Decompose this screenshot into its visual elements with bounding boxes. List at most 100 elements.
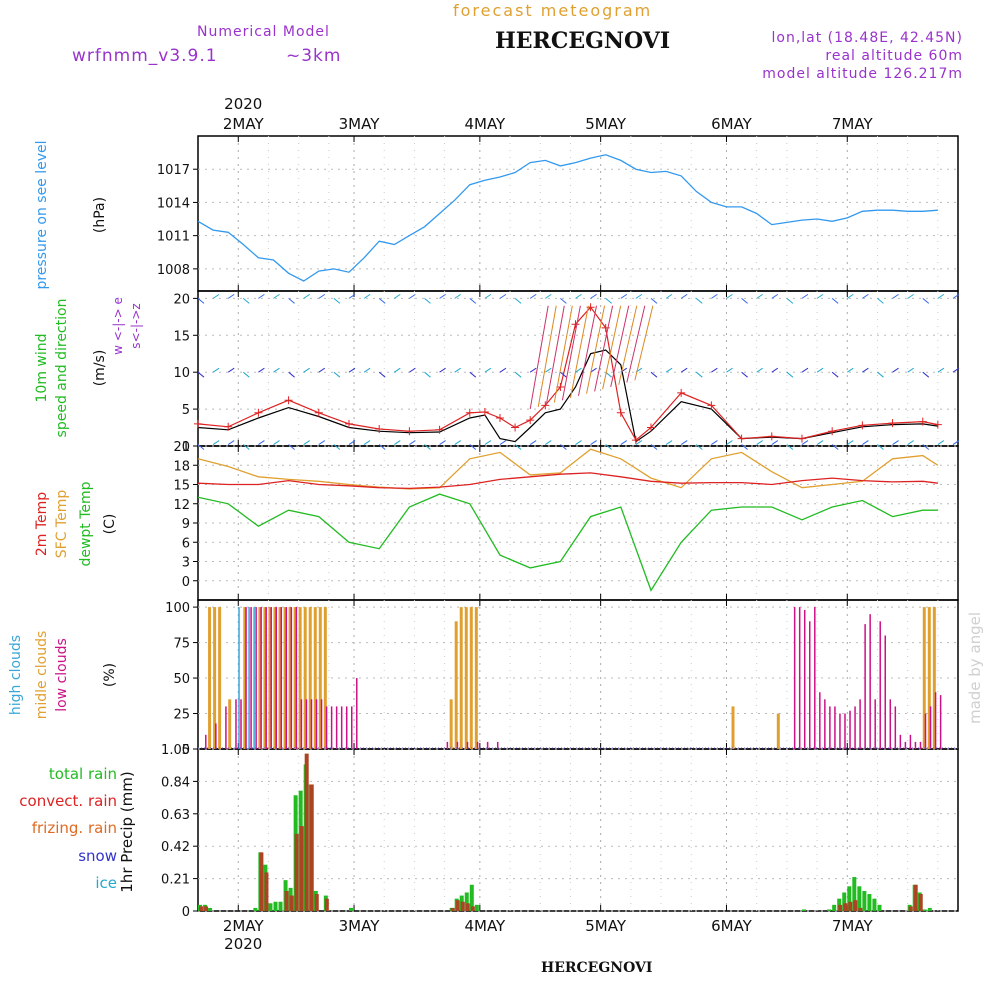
cloud-bar-1 bbox=[283, 607, 287, 749]
y-tick-label: 0 bbox=[182, 440, 190, 455]
wind-direction-arrow bbox=[635, 440, 643, 445]
precip-bar-0 bbox=[842, 892, 847, 911]
wind-direction-arrow bbox=[680, 440, 688, 445]
pressure-line bbox=[197, 154, 938, 282]
wind-direction-arrow bbox=[786, 297, 794, 304]
precip-bar-0 bbox=[862, 890, 867, 911]
cloud-bar-1 bbox=[293, 607, 297, 749]
temp-2m-title: 2m Temp bbox=[34, 492, 50, 556]
cloud-bar-2 bbox=[854, 706, 856, 749]
cloud-bar-1 bbox=[474, 607, 478, 749]
panel-3: 0 3 6 9 12 15 18 21 bbox=[173, 440, 959, 601]
wind-direction-arrow bbox=[514, 371, 522, 378]
wind-direction-arrow bbox=[484, 367, 492, 373]
y-tick-label: 0.84 bbox=[161, 775, 190, 790]
wind-direction-arrow bbox=[846, 367, 854, 373]
cloud-bar-1 bbox=[313, 607, 317, 749]
cloud-bar-2 bbox=[869, 614, 871, 749]
wind-hatch-line bbox=[537, 305, 557, 407]
wind-direction-arrow bbox=[620, 440, 628, 445]
wind-direction-arrow bbox=[303, 440, 310, 445]
footer-station: HERCEGNOVI bbox=[541, 960, 653, 976]
y-tick-label: 0 bbox=[182, 575, 190, 590]
cloud-bar-1 bbox=[243, 607, 247, 749]
cloud-bar-2 bbox=[356, 678, 358, 749]
cloud-bar-2 bbox=[939, 695, 942, 749]
wind-speed-marker bbox=[465, 408, 474, 417]
cloud-bar-1 bbox=[228, 699, 232, 749]
model-resolution: ~3km bbox=[286, 46, 342, 66]
cloud-bar-2 bbox=[305, 699, 308, 749]
wind-direction-arrow bbox=[258, 440, 265, 445]
wind-direction-arrow bbox=[318, 367, 326, 373]
cloud-bar-1 bbox=[932, 607, 936, 749]
precip-bar-0 bbox=[847, 886, 852, 911]
wind-direction-arrow bbox=[756, 367, 763, 373]
precip-bar-1 bbox=[908, 906, 913, 911]
wind-direction-arrow bbox=[786, 371, 794, 378]
wind-direction-arrow bbox=[394, 367, 401, 373]
wind-speed-marker bbox=[405, 427, 414, 436]
cloud-bar-2 bbox=[285, 607, 288, 749]
wind-direction-arrow bbox=[545, 367, 552, 373]
wind-direction-arrow bbox=[197, 371, 205, 378]
low-clouds-title: low clouds bbox=[54, 638, 70, 712]
cloud-bar-2 bbox=[829, 706, 831, 749]
wind-direction-arrow bbox=[590, 440, 597, 445]
wind-speed-marker bbox=[375, 425, 384, 434]
wind-direction-arrow bbox=[801, 367, 809, 373]
wind-direction-arrow bbox=[258, 367, 265, 373]
y-tick-label: 0 bbox=[182, 743, 190, 758]
precip-bar-0 bbox=[922, 909, 927, 911]
wind-speed-line bbox=[197, 306, 939, 442]
cloud-bar-2 bbox=[859, 699, 861, 749]
wind-direction-arrow bbox=[907, 367, 914, 373]
y-tick-label: 0.21 bbox=[161, 873, 190, 888]
wind-hatch-line bbox=[561, 305, 581, 401]
cloud-bar-2 bbox=[280, 607, 283, 749]
cloud-bar-2 bbox=[295, 607, 298, 749]
wind-direction-arrow bbox=[499, 367, 507, 373]
wind-direction-arrow bbox=[605, 297, 613, 304]
wind-direction-arrow bbox=[801, 293, 809, 299]
cloud-bar-1 bbox=[731, 706, 735, 749]
wind-speed-marker bbox=[737, 434, 746, 443]
wind-direction-arrow bbox=[424, 444, 431, 450]
sfc-temp-title: SFC Temp bbox=[54, 490, 70, 559]
wind-direction-arrow bbox=[665, 440, 673, 445]
wind-direction-arrow bbox=[650, 371, 658, 378]
bottom-day-label: 4MAY bbox=[464, 917, 506, 935]
wind-direction-arrow bbox=[680, 293, 688, 299]
precip-bar-1 bbox=[460, 901, 465, 911]
top-title: forecast meteogram bbox=[453, 1, 653, 20]
sfc-temp-line bbox=[197, 448, 939, 490]
wind-direction-arrow bbox=[212, 367, 220, 373]
y-tick-label: 50 bbox=[173, 672, 190, 687]
y-tick-label: 15 bbox=[173, 479, 190, 494]
wind-direction-arrow bbox=[816, 367, 824, 373]
precip-ylabel: 1hr Precip (mm) bbox=[118, 771, 136, 892]
precip-bar-0 bbox=[852, 877, 857, 911]
wind-direction-arrow bbox=[197, 297, 205, 304]
cloud-bar-2 bbox=[909, 734, 912, 749]
cloud-bar-2 bbox=[290, 607, 293, 749]
dewpoint-title: dewpt Temp bbox=[78, 481, 94, 566]
wind-speed-marker bbox=[571, 320, 580, 329]
wind-speed-marker bbox=[495, 413, 504, 422]
wind-direction-arrow bbox=[288, 444, 295, 450]
y-tick-label: 1.05 bbox=[161, 743, 190, 758]
wind-direction-arrow bbox=[741, 297, 748, 304]
wind-direction-arrow bbox=[756, 293, 763, 299]
model-altitude-label: model altitude 126.217m bbox=[762, 66, 963, 82]
wind-direction-arrow bbox=[333, 371, 341, 378]
bottom-day-label: 2MAY bbox=[223, 917, 265, 935]
wind-direction-arrow bbox=[378, 371, 386, 378]
wind-speed-marker bbox=[314, 408, 323, 417]
lonlat-label: lon,lat (18.48E, 42.45N) bbox=[771, 30, 963, 46]
precip-bar-1 bbox=[304, 753, 309, 911]
cloud-bar-2 bbox=[814, 607, 816, 749]
wind-direction-arrow bbox=[424, 297, 431, 304]
wind-direction-arrow bbox=[575, 367, 582, 373]
wind-direction-arrow bbox=[831, 371, 839, 378]
precip-bar-1 bbox=[858, 907, 863, 911]
